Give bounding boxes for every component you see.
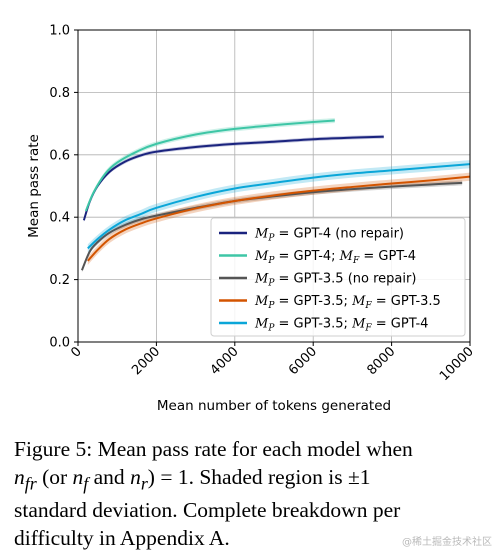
y-tick-label: 0.6 [49,148,70,163]
watermark: @稀土掘金技术社区 [402,537,492,548]
figure-caption: Figure 5: Mean pass rate for each model … [14,436,494,552]
legend-entry: MP = GPT-3.5 (no repair) [254,272,416,289]
legend-box [210,217,466,337]
x-axis-label: Mean number of tokens generated [157,398,391,414]
y-tick-label: 0.2 [49,273,70,288]
legend-entry: MP = GPT-3.5; MF = GPT-3.5 [254,294,441,311]
y-tick-label: 0.0 [49,336,70,351]
caption-line-3: standard deviation. Complete breakdown p… [14,498,401,523]
x-tick-label: 10000 [437,344,477,384]
caption-line-4: difficulty in Appendix A. [14,525,230,550]
series-lines [80,119,471,271]
x-tick-label: 6000 [286,344,320,378]
y-axis-label: Mean pass rate [26,134,42,238]
legend-entry: MP = GPT-4; MF = GPT-4 [254,249,416,266]
series-line-1 [84,119,335,212]
series-line-3 [87,175,471,262]
caption-line-1: Figure 5: Mean pass rate for each model … [14,437,413,461]
caption-line-2: nfr (or nf and nr) = 1. Shaded region is… [14,464,371,493]
x-ticks: 0 2000 4000 6000 8000 10000 [68,342,477,384]
series-line-4 [87,163,471,250]
y-tick-label: 1.0 [49,24,70,39]
legend-entry: MP = GPT-4 (no repair) [254,227,404,244]
y-tick-label: 0.8 [49,86,70,101]
series-band-3 [87,172,471,265]
x-tick-label: 8000 [364,344,398,378]
plot-frame [77,29,471,343]
y-ticks: 0.0 0.2 0.4 0.6 0.8 1.0 [49,24,78,351]
series-band-2 [81,180,463,273]
legend: MP = GPT-4 (no repair) MP = GPT-4; MF = G… [210,217,466,337]
x-tick-label: 2000 [129,344,163,378]
chart: 0 2000 4000 6000 8000 10000 0.0 0.2 0.4 0.6 0.8 1.… [26,24,477,415]
y-tick-label: 0.4 [49,211,70,226]
x-tick-label: 4000 [208,344,242,378]
legend-entry: MP = GPT-3.5; MF = GPT-4 [254,317,428,334]
x-tick-label: 0 [68,344,84,360]
